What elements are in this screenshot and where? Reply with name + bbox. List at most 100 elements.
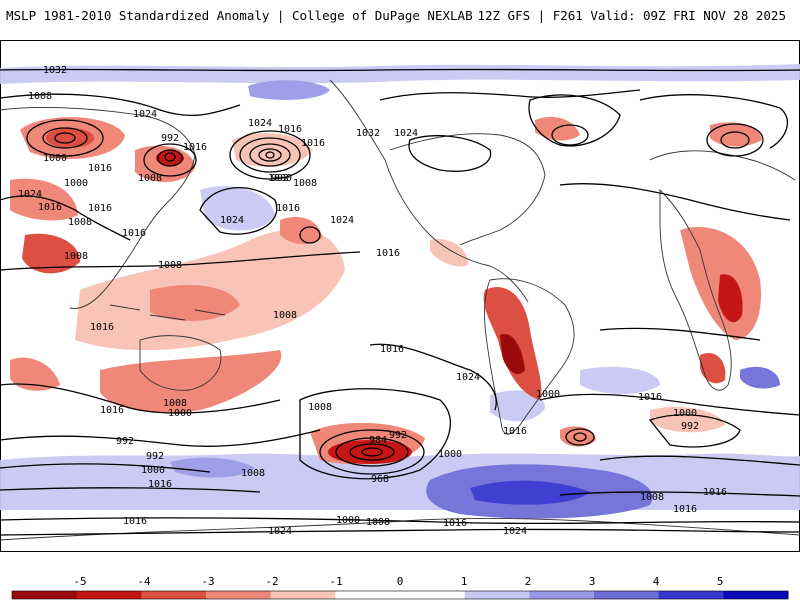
- colorbar-tick-label: -5: [73, 575, 86, 588]
- south-america-coast: [484, 278, 575, 435]
- isobar-label: 1000: [673, 408, 697, 419]
- colorbar-segment: [141, 591, 207, 599]
- isobar-label: 1016: [183, 142, 207, 153]
- central-america-negative: [430, 239, 469, 267]
- positive-anomaly-layer: [0, 64, 800, 519]
- colorbar-segment: [658, 591, 724, 599]
- isobar-label: 1000: [168, 408, 192, 419]
- isobar-label: 1016: [123, 516, 147, 527]
- isobar-label: 1024: [503, 526, 527, 537]
- isobar-label: 1008: [366, 517, 390, 528]
- isobar-label: 1024: [133, 109, 157, 120]
- isobar-label: 1016: [88, 163, 112, 174]
- coastline-layer: [0, 79, 800, 541]
- colorbar-segment: [270, 591, 336, 599]
- colorbar-segment: [464, 591, 530, 599]
- isobar-label: 992: [681, 421, 699, 432]
- isobar-label: 1016: [88, 203, 112, 214]
- header-right-title: 12Z GFS | F261 Valid: 09Z FRI NOV 28 202…: [477, 8, 786, 23]
- isobar-label: 1008: [68, 217, 92, 228]
- isobar-label: 1016: [638, 392, 662, 403]
- tropical-pacific-stronger: [150, 285, 240, 322]
- south-pacific-band-negative: [100, 350, 282, 414]
- isobar-label: 1000: [268, 173, 292, 184]
- isobar-label: 1008: [163, 398, 187, 409]
- isobar-label: 1008: [293, 178, 317, 189]
- colorbar-tick-label: 4: [653, 575, 660, 588]
- isobar-label: 1016: [90, 322, 114, 333]
- isobar-label: 1016: [276, 203, 300, 214]
- negative-anomaly-layer: [10, 116, 762, 465]
- andes-core: [500, 334, 525, 375]
- indian-ocean-positive: [740, 366, 780, 389]
- south-indian-positive: [580, 366, 660, 395]
- isobar-label: 984: [369, 435, 387, 446]
- southern-africa-negative: [700, 352, 726, 384]
- isobar-layer: [0, 68, 800, 536]
- isobar-label: 1016: [703, 487, 727, 498]
- arctic-positive-band: [0, 64, 800, 84]
- colorbar-tick-label: 5: [717, 575, 724, 588]
- isobar-labels: 1032 1008 1024 1016 1000 992 1016 1008 1…: [18, 65, 727, 537]
- antarctic-core-positive: [470, 480, 590, 505]
- isobar-label: 1024: [220, 215, 244, 226]
- colorbar-segment: [400, 591, 466, 599]
- colorbar-ticks: -5 -4 -3 -2 -1 0 1 2 3 4 5: [73, 575, 723, 588]
- isobar-label: 1008: [158, 260, 182, 271]
- isobar-label: 1008: [308, 402, 332, 413]
- indonesia-islands: [109, 304, 226, 321]
- colorbar-tick-label: -1: [329, 575, 342, 588]
- east-asia-core: [156, 150, 184, 166]
- isobar-label: 1016: [122, 228, 146, 239]
- south-pacific-positive: [170, 457, 255, 478]
- isobar-label: 992: [116, 436, 134, 447]
- isobar-label: 1000: [536, 389, 560, 400]
- colorbar-tick-label: 0: [397, 575, 404, 588]
- isobar-label: 1016: [38, 202, 62, 213]
- aleutian-positive: [248, 80, 330, 100]
- isobar-label: 1016: [503, 426, 527, 437]
- isobar-label: 1016: [380, 344, 404, 355]
- isobar-label: 1016: [100, 405, 124, 416]
- isobar-label: 1000: [43, 153, 67, 164]
- isobar-label: 992: [161, 133, 179, 144]
- colorbar-tick-label: 3: [589, 575, 596, 588]
- header-left-title: MSLP 1981-2010 Standardized Anomaly | Co…: [6, 8, 473, 23]
- isobar-label: 1016: [301, 138, 325, 149]
- isobar-label: 1008: [138, 173, 162, 184]
- colorbar: -5 -4 -3 -2 -1 0 1 2 3 4 5: [11, 575, 789, 600]
- colorbar-tick-label: -3: [201, 575, 214, 588]
- colorbar-segment: [529, 591, 595, 599]
- isobar-label: 1016: [443, 518, 467, 529]
- isobar-label: 992: [271, 173, 289, 184]
- isobar-label: 1008: [28, 91, 52, 102]
- isobar-label: 1024: [394, 128, 418, 139]
- colorbar-segment: [723, 591, 789, 599]
- isobar-label: 1016: [376, 248, 400, 259]
- isobar-label: 1024: [456, 372, 480, 383]
- isobar-label: 992: [389, 430, 407, 441]
- colorbar-segment: [76, 591, 142, 599]
- antarctica-coast: [0, 517, 800, 541]
- colorbar-outline: [11, 590, 789, 600]
- isobar-label: 1016: [673, 504, 697, 515]
- isobar-label: 1024: [248, 118, 272, 129]
- colorbar-tick-label: 1: [461, 575, 468, 588]
- isobar-label: 1000: [336, 515, 360, 526]
- isobar-label: 1000: [64, 178, 88, 189]
- south-pacific-low-core: [328, 440, 412, 464]
- isobar-label: 1016: [148, 479, 172, 490]
- europe-africa-coast: [649, 150, 796, 391]
- isobar-label: 992: [146, 451, 164, 462]
- isobar-label: 1024: [18, 189, 42, 200]
- colorbar-segment: [335, 591, 401, 599]
- south-indian-negative: [650, 406, 725, 433]
- colorbar-segment: [12, 591, 78, 599]
- colorbar-tick-label: -2: [265, 575, 278, 588]
- southern-ocean-positive-band: [0, 453, 800, 510]
- north-america-coast: [329, 79, 546, 303]
- south-atlantic-positive-anomaly: [490, 390, 545, 422]
- isobar-label: 1008: [241, 468, 265, 479]
- colorbar-blocks: [11, 590, 789, 600]
- isobar-label: 1008: [640, 492, 664, 503]
